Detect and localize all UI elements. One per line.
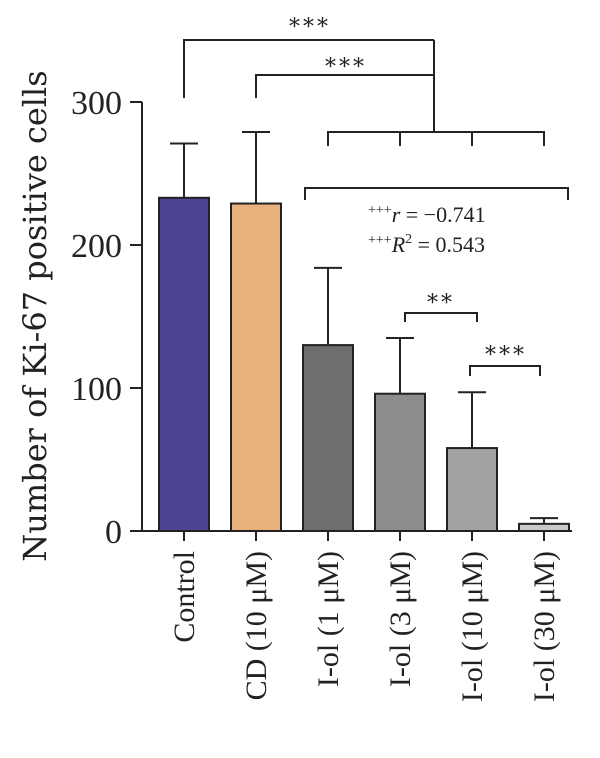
bar [158, 196, 210, 532]
bars [158, 196, 570, 532]
r-value: = −0.741 [400, 202, 485, 227]
x-tick-label: I-ol (1 μM) [312, 551, 345, 687]
significance-brackets: *********** [183, 15, 569, 376]
bar [374, 392, 426, 532]
r2-prefix: +++ [368, 233, 392, 248]
x-tick-label: I-ol (10 μM) [456, 551, 489, 702]
x-tick-label: I-ol (30 μM) [528, 551, 561, 702]
r2-symbol: R [391, 232, 406, 257]
x-tick-label: Control [168, 551, 201, 643]
significance-label: ** [427, 291, 455, 316]
significance-label: *** [325, 55, 367, 80]
bar [518, 522, 570, 532]
y-tick-label: 0 [105, 514, 122, 551]
r2-sup: 2 [405, 232, 412, 247]
cd-bracket [255, 74, 434, 98]
correlation-bracket [304, 187, 569, 200]
error-bars [170, 131, 558, 524]
correlation-annotation: +++r = −0.741 +++R2 = 0.543 [368, 202, 486, 257]
bar [302, 344, 354, 532]
pair-bracket [404, 312, 478, 322]
significance-label: *** [485, 343, 527, 368]
group-bracket [327, 131, 545, 146]
bar [230, 202, 282, 532]
significance-label: *** [289, 15, 331, 40]
axes: 0 100 200 300 Control CD (10 μM) I-ol (1 μM) I-… [71, 85, 572, 702]
y-tick-label: 200 [71, 228, 122, 265]
y-tick-label: 100 [71, 371, 122, 408]
r-prefix: +++ [368, 203, 392, 218]
r2-annotation: +++R2 = 0.543 [368, 232, 485, 257]
r-symbol: r [392, 202, 401, 227]
y-tick-label: 300 [71, 85, 122, 122]
control-bracket [183, 39, 434, 98]
x-tick-label: CD (10 μM) [240, 551, 273, 700]
x-tick-label: I-ol (3 μM) [384, 551, 417, 687]
r-annotation: +++r = −0.741 [368, 202, 486, 227]
r2-value: = 0.543 [412, 232, 485, 257]
y-axis-label: Number of Ki-67 positive cells [16, 70, 54, 561]
bar [446, 447, 498, 532]
pair-bracket [469, 365, 541, 376]
